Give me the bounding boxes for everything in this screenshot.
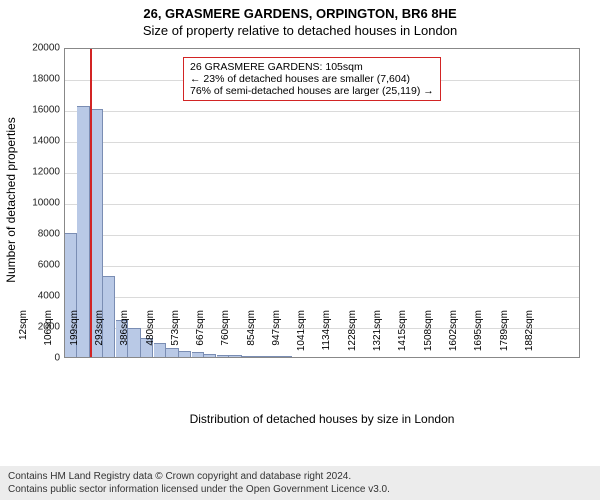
y-tick: 20000 xyxy=(4,43,60,54)
page-title-2: Size of property relative to detached ho… xyxy=(0,21,600,42)
x-tick: 1789sqm xyxy=(499,310,510,360)
gridline xyxy=(65,142,579,143)
gridline xyxy=(65,173,579,174)
annotation-line: 76% of semi-detached houses are larger (… xyxy=(190,85,434,97)
x-tick: 199sqm xyxy=(69,310,80,360)
x-tick: 1321sqm xyxy=(372,310,383,360)
x-tick: 1041sqm xyxy=(296,310,307,360)
y-tick: 4000 xyxy=(4,291,60,302)
x-tick: 293sqm xyxy=(94,310,105,360)
gridline xyxy=(65,204,579,205)
y-tick: 16000 xyxy=(4,105,60,116)
x-tick: 854sqm xyxy=(246,310,257,360)
footer-line-1: Contains HM Land Registry data © Crown c… xyxy=(8,470,592,483)
x-tick: 947sqm xyxy=(271,310,282,360)
histogram-bar xyxy=(229,355,241,357)
annotation-box: 26 GRASMERE GARDENS: 105sqm← 23% of deta… xyxy=(183,57,441,101)
histogram-bar xyxy=(128,328,140,357)
footer: Contains HM Land Registry data © Crown c… xyxy=(0,466,600,500)
footer-line-2: Contains public sector information licen… xyxy=(8,483,592,496)
x-tick: 1602sqm xyxy=(448,310,459,360)
x-tick: 12sqm xyxy=(18,310,29,360)
x-tick: 760sqm xyxy=(220,310,231,360)
x-tick: 1508sqm xyxy=(423,310,434,360)
gridline xyxy=(65,297,579,298)
annotation-line: 26 GRASMERE GARDENS: 105sqm xyxy=(190,61,434,73)
y-tick: 14000 xyxy=(4,136,60,147)
x-tick: 1882sqm xyxy=(524,310,535,360)
page-title-1: 26, GRASMERE GARDENS, ORPINGTON, BR6 8HE xyxy=(0,0,600,21)
x-axis-label: Distribution of detached houses by size … xyxy=(64,412,580,426)
x-tick: 667sqm xyxy=(195,310,206,360)
gridline xyxy=(65,266,579,267)
chart-container: Number of detached properties 26 GRASMER… xyxy=(0,40,600,440)
x-tick: 480sqm xyxy=(145,310,156,360)
x-tick: 573sqm xyxy=(170,310,181,360)
x-tick: 106sqm xyxy=(43,310,54,360)
y-tick: 6000 xyxy=(4,260,60,271)
y-tick: 12000 xyxy=(4,167,60,178)
y-tick: 18000 xyxy=(4,74,60,85)
y-tick: 10000 xyxy=(4,198,60,209)
x-tick: 1228sqm xyxy=(347,310,358,360)
x-tick: 1415sqm xyxy=(397,310,408,360)
property-marker-line xyxy=(90,49,92,357)
x-tick: 386sqm xyxy=(119,310,130,360)
gridline xyxy=(65,111,579,112)
annotation-line: ← 23% of detached houses are smaller (7,… xyxy=(190,73,434,85)
gridline xyxy=(65,235,579,236)
x-tick: 1695sqm xyxy=(473,310,484,360)
x-tick: 1134sqm xyxy=(321,310,332,360)
y-tick: 8000 xyxy=(4,229,60,240)
